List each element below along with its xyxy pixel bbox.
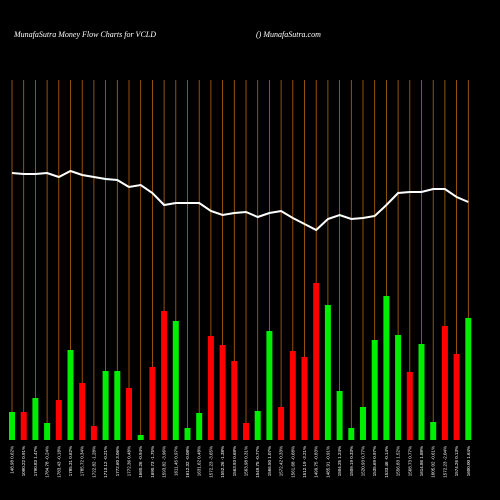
bar [90, 426, 97, 440]
x-tick-label: 1566.50 1.07% [267, 446, 272, 476]
x-tick-label: 1499.75 -0.83% [314, 446, 319, 478]
x-tick-label: 1772.36 0.48% [127, 446, 132, 476]
bar [324, 305, 331, 440]
bar [371, 340, 378, 440]
bar [278, 407, 285, 440]
x-tick-label: 1533.46 -0.14% [384, 446, 389, 478]
x-tick-label: 1549.75 -0.77% [255, 446, 260, 478]
bar [207, 336, 214, 440]
x-tick-label: 1783.43 -0.18% [56, 446, 61, 478]
bar [441, 326, 448, 440]
bar [9, 412, 15, 440]
x-tick-label: 1568.73 0.77% [407, 446, 412, 476]
x-tick-label: 1660.26 -0.94% [138, 446, 143, 478]
bar [360, 407, 366, 440]
x-tick-label: 1790.83 1.47% [33, 446, 38, 476]
bar [231, 361, 238, 440]
bar [348, 428, 355, 440]
x-tick-label: 1485.91 -0.91% [325, 446, 330, 478]
bar [20, 412, 27, 440]
x-tick-label: 1563.93 0.68% [232, 446, 237, 476]
bar [219, 345, 226, 440]
bar [161, 311, 168, 440]
bar [395, 335, 402, 440]
x-tick-label: 1772.60 3.06% [115, 446, 120, 476]
bar [137, 435, 144, 440]
x-tick-label: 1722.82 -1.28% [91, 446, 96, 478]
x-tick-label: 1631.62 0.48% [197, 446, 202, 476]
x-tick-label: 1574.26 0.13% [454, 446, 459, 476]
chart-title: MunafaSutra Money Flow Charts for VCLD [13, 30, 156, 39]
bar [102, 371, 109, 440]
bar [243, 423, 249, 440]
bar [172, 321, 179, 440]
money-flow-line [11, 169, 469, 232]
x-tick-label: 1785.72 0.34% [80, 446, 85, 476]
x-tick-label: 1611.45 0.97% [173, 446, 178, 476]
bar [149, 367, 156, 440]
x-tick-label: 1504.25 1.24% [337, 446, 342, 476]
bar [196, 413, 203, 440]
x-tick-label: 1572.42 0.33% [279, 446, 284, 476]
bar [266, 331, 273, 440]
bar [465, 318, 472, 440]
x-tick-label: 1713.12 -0.21% [103, 446, 108, 478]
x-tick-label: 1572.23 -3.65% [208, 446, 213, 478]
bar [254, 411, 261, 440]
x-tick-label: 1690.73 -1.75% [150, 446, 155, 478]
x-tick-label: 1561.68 -0.68% [290, 446, 295, 478]
x-tick-label: 1556.83 1.52% [396, 446, 401, 476]
bar [67, 350, 74, 440]
x-tick-label: 1612.32 -0.08% [185, 446, 190, 478]
bar [32, 398, 39, 440]
bar [406, 372, 413, 440]
bar [79, 383, 86, 440]
x-tick-label: 1784.78 -0.24% [45, 446, 50, 478]
bar [289, 351, 296, 440]
x-tick-label: 1520.93 0.77% [361, 446, 366, 476]
bar [313, 283, 320, 440]
x-tick-label: 1552.26 -1.38% [220, 446, 225, 478]
x-tick-label: 1614.86 1.88% [419, 446, 424, 476]
x-tick-label: 1090.22 0.91% [21, 446, 26, 476]
x-tick-label: 1535.69 0.97% [372, 446, 377, 476]
x-tick-label: 148.98 0.62% [10, 446, 15, 474]
x-tick-label: 1572.23 -2.04% [442, 446, 447, 478]
x-tick-label: 1509.19 0.33% [349, 446, 354, 476]
chart-subtitle: () MunafaSutra.com [256, 30, 321, 39]
bar [301, 357, 308, 440]
x-tick-label: 1600.00 1.64% [466, 446, 471, 476]
bar [126, 388, 132, 440]
x-tick-label: 1605.02 -0.61% [431, 446, 436, 478]
x-tick-label: 1785.31 0.62% [68, 446, 73, 476]
bar [44, 423, 51, 440]
bar [336, 391, 343, 440]
x-tick-label: 1563.98 0.31% [244, 446, 249, 476]
bar [184, 428, 191, 440]
bar [453, 354, 460, 440]
x-tick-label: 1593.82 -3.96% [162, 446, 167, 478]
x-tick-label: 1512.19 -3.21% [302, 446, 307, 478]
bar [383, 296, 390, 440]
bar [55, 400, 62, 440]
bar [114, 371, 121, 440]
bar [418, 344, 425, 440]
bar [430, 422, 437, 440]
